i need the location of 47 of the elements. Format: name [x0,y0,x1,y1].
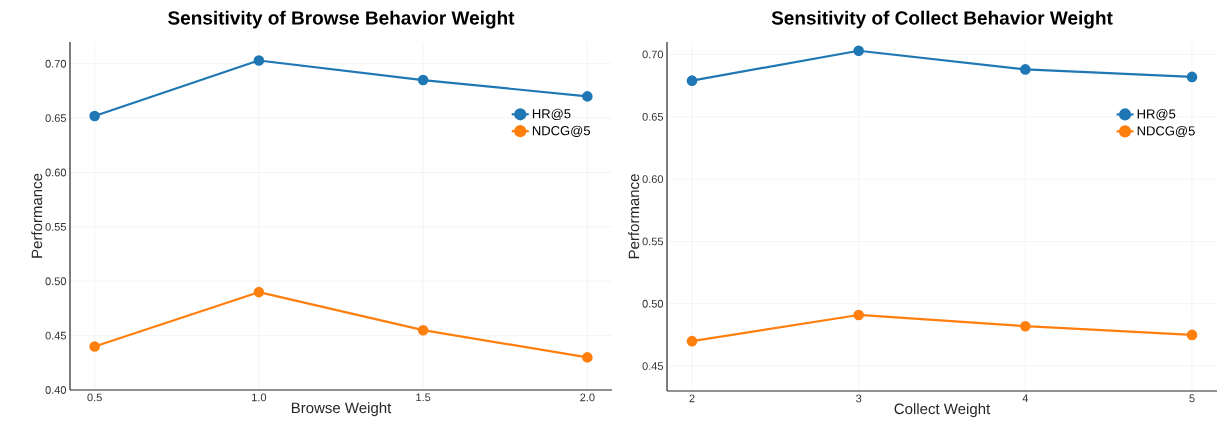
chart-title: Sensitivity of Browse Behavior Weight [168,10,515,29]
x-tick-label: 4 [1022,394,1029,403]
chart-title: Sensitivity of Collect Behavior Weight [771,10,1113,29]
legend-label: HR@5 [532,108,571,121]
y-tick-label: 0.60 [45,168,67,177]
y-tick-label: 0.65 [45,114,67,123]
x-tick-label: 0.5 [87,393,102,402]
y-tick-label: 0.50 [642,299,664,308]
x-tick-label: 2.0 [580,393,595,402]
point [853,309,864,321]
x-axis-title: Browse Weight [291,402,392,417]
point [417,74,429,86]
y-tick-label: 0.55 [45,222,67,231]
x-tick-label: 1.0 [252,393,267,402]
point [417,324,429,336]
y-tick-label: 0.70 [642,50,664,59]
x-tick-label: 1.5 [416,393,431,402]
point [253,55,265,66]
y-tick-label: 0.45 [45,331,67,340]
point [686,335,698,347]
x-tick-label: 2 [689,394,695,403]
legend-label: NDCG@5 [532,125,591,137]
point [89,110,100,122]
y-tick-label: 0.40 [45,386,67,394]
point [582,91,593,102]
point [1186,71,1198,83]
y-tick-label: 0.50 [45,277,67,286]
y-tick-label: 0.65 [642,112,664,121]
point [582,352,593,363]
x-tick-label: 3 [856,394,862,403]
y-tick-label: 0.55 [642,237,664,246]
point [1020,64,1031,75]
point [1020,320,1031,332]
point [686,75,698,86]
point [253,286,265,298]
legend-label: NDCG@5 [1137,125,1195,138]
y-axis-title: Performance [628,174,640,259]
y-tick-label: 0.45 [642,362,664,370]
x-tick-label: 5 [1189,394,1195,403]
legend-label: HR@5 [1137,109,1176,121]
point [1186,329,1198,341]
x-axis-title: Collect Weight [894,403,991,418]
y-tick-label: 0.70 [45,59,67,68]
point [853,45,864,57]
point [89,341,100,352]
y-tick-label: 0.60 [642,175,664,183]
y-axis-title: Performance [31,173,43,258]
